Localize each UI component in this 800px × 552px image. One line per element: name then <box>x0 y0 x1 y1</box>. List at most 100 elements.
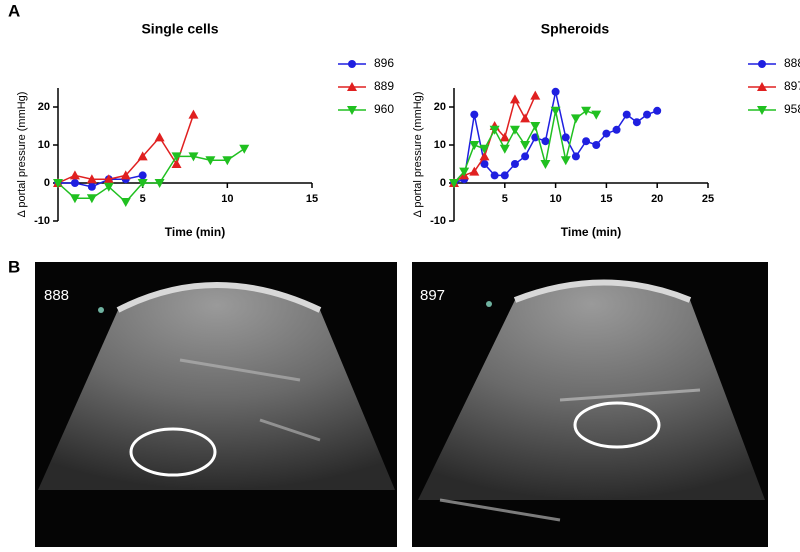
ultrasound-image: 897 <box>412 262 768 547</box>
data-point <box>530 122 541 131</box>
x-tick-label: 5 <box>140 193 146 205</box>
y-tick-label: -10 <box>430 215 446 227</box>
chart-title: Single cells <box>141 21 218 37</box>
legend-marker <box>347 82 357 91</box>
data-point <box>137 151 148 161</box>
data-point <box>500 171 509 180</box>
data-point <box>571 152 580 161</box>
data-point <box>521 152 530 161</box>
data-point <box>138 171 147 180</box>
data-point <box>53 179 63 188</box>
data-point <box>205 156 216 166</box>
data-point <box>520 113 531 123</box>
legend-marker <box>348 60 356 68</box>
data-point <box>86 174 97 184</box>
data-point <box>480 160 489 168</box>
y-tick-label: 0 <box>440 177 446 189</box>
data-point <box>653 106 662 115</box>
data-point <box>592 141 601 149</box>
data-point <box>171 152 182 162</box>
data-point <box>499 144 510 154</box>
x-tick-label: 20 <box>651 193 663 205</box>
data-point <box>489 125 500 135</box>
data-point <box>591 110 602 120</box>
y-axis-label: Δ portal pressure (mmHg) <box>16 92 28 218</box>
data-point <box>69 170 80 180</box>
y-tick-label: 20 <box>434 101 446 113</box>
legend-label: 888 <box>784 56 800 70</box>
x-tick-label: 25 <box>702 193 714 205</box>
y-axis-label: Δ portal pressure (mmHg) <box>412 92 424 218</box>
data-point <box>87 182 96 191</box>
data-point <box>632 118 641 127</box>
data-point <box>171 159 182 168</box>
data-point <box>103 182 114 192</box>
data-point <box>154 132 165 142</box>
data-point <box>490 171 499 180</box>
data-point <box>520 141 531 150</box>
x-tick-label: 10 <box>549 193 561 205</box>
image-label: 888 <box>44 287 69 304</box>
x-tick-label: 15 <box>306 193 318 205</box>
data-point <box>459 167 470 177</box>
y-tick-label: 10 <box>38 139 50 151</box>
legend-label: 889 <box>374 79 394 93</box>
data-point <box>222 156 233 166</box>
x-tick-label: 15 <box>600 193 612 205</box>
data-point <box>69 194 80 204</box>
data-point <box>509 125 520 135</box>
data-point <box>70 179 79 187</box>
data-point <box>479 144 490 154</box>
legend-marker <box>757 106 767 115</box>
y-tick-label: 10 <box>434 139 446 151</box>
panel-label: B <box>8 257 20 276</box>
data-point <box>550 106 561 116</box>
data-point <box>469 166 480 176</box>
x-axis-label: Time (min) <box>561 225 621 239</box>
legend-label: 960 <box>374 102 394 116</box>
data-point <box>188 109 199 119</box>
legend-label: 958 <box>784 102 800 116</box>
legend-marker <box>757 82 767 91</box>
data-point <box>602 129 611 138</box>
data-point <box>612 125 621 134</box>
data-point <box>622 110 631 119</box>
series-line <box>57 148 245 204</box>
chart-title: Spheroids <box>541 21 610 37</box>
x-tick-label: 5 <box>502 193 508 205</box>
data-point <box>137 179 148 188</box>
data-point <box>561 133 570 142</box>
data-point <box>570 114 581 124</box>
data-point <box>499 132 510 142</box>
data-point <box>540 160 551 169</box>
data-point <box>469 141 480 150</box>
data-point <box>551 87 560 96</box>
data-point <box>510 160 519 168</box>
data-point <box>120 198 131 207</box>
panel-label: A <box>8 1 20 20</box>
data-point <box>103 174 114 184</box>
data-point <box>239 144 250 154</box>
legend-marker <box>758 60 766 68</box>
data-point <box>581 106 592 116</box>
y-tick-label: 20 <box>38 101 50 113</box>
data-point <box>560 156 571 166</box>
data-point <box>541 137 550 146</box>
x-axis-label: Time (min) <box>165 225 225 239</box>
y-tick-label: 0 <box>44 177 50 189</box>
legend-marker <box>347 106 357 115</box>
ultrasound-image: 888 <box>35 262 397 547</box>
data-point <box>643 110 652 119</box>
data-point <box>470 110 479 119</box>
x-tick-label: 10 <box>221 193 233 205</box>
series-line <box>453 91 658 184</box>
data-point <box>120 170 131 180</box>
legend-label: 896 <box>374 56 394 70</box>
data-point <box>509 94 520 104</box>
data-point <box>86 194 97 204</box>
data-point <box>530 90 541 100</box>
y-tick-label: -10 <box>34 215 50 227</box>
data-point <box>582 137 591 146</box>
image-label: 897 <box>420 287 445 304</box>
